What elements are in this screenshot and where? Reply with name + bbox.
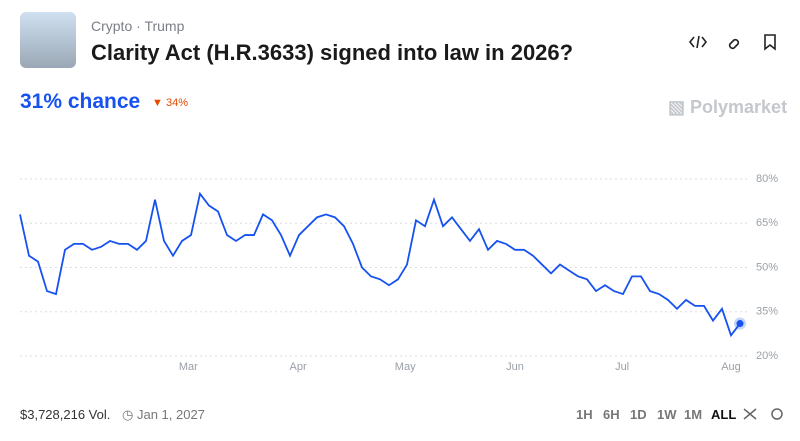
shuffle-icon[interactable] [743, 408, 757, 420]
range-button[interactable]: 1W [657, 407, 677, 422]
settings-icon[interactable] [771, 408, 783, 420]
y-tick-label: 35% [756, 306, 778, 318]
x-tick-label: Apr [290, 361, 307, 373]
range-button[interactable]: 1D [630, 407, 647, 422]
market-title: Clarity Act (H.R.3633) signed into law i… [91, 40, 574, 65]
brand: ▧ Polymarket [668, 97, 788, 117]
volume: $3,728,216 Vol. [20, 407, 111, 422]
bookmark-icon[interactable] [764, 34, 776, 51]
y-tick-label: 50% [756, 261, 778, 273]
x-tick-label: May [395, 361, 416, 373]
actions [688, 34, 776, 51]
link-icon[interactable] [728, 38, 740, 50]
chart-tools [743, 408, 783, 420]
range-button[interactable]: 6H [603, 407, 620, 422]
chart: 80% 65% 50% 35% 20% Mar Apr May Jun Jul Aug [19, 173, 778, 373]
y-tick-label: 65% [756, 217, 778, 229]
x-tick-label: Aug [721, 361, 741, 373]
chance: 31% chance [20, 90, 141, 113]
tag[interactable]: Crypto [91, 18, 133, 34]
change: ▼ 34% [152, 97, 188, 109]
tag[interactable]: Trump [144, 18, 185, 34]
x-tick-label: Jul [615, 361, 629, 373]
end-date-text: Jan 1, 2027 [136, 407, 205, 422]
change-value: 34% [165, 97, 188, 109]
y-tick-label: 80% [756, 173, 778, 185]
market-image [20, 12, 76, 68]
end-dot [736, 320, 744, 328]
y-tick-label: 20% [756, 350, 778, 362]
range-button[interactable]: 1M [684, 407, 703, 422]
embed-icon[interactable] [688, 35, 708, 49]
tags: Crypto · Trump [91, 18, 185, 34]
brand-name: Polymarket [690, 97, 788, 117]
range-button[interactable]: ALL [711, 407, 737, 422]
range-button[interactable]: 1H [576, 407, 593, 422]
x-tick-label: Jun [506, 361, 524, 373]
x-tick-label: Mar [179, 361, 198, 373]
line [19, 191, 741, 338]
end-date: ◷ Jan 1, 2027 [122, 407, 205, 422]
